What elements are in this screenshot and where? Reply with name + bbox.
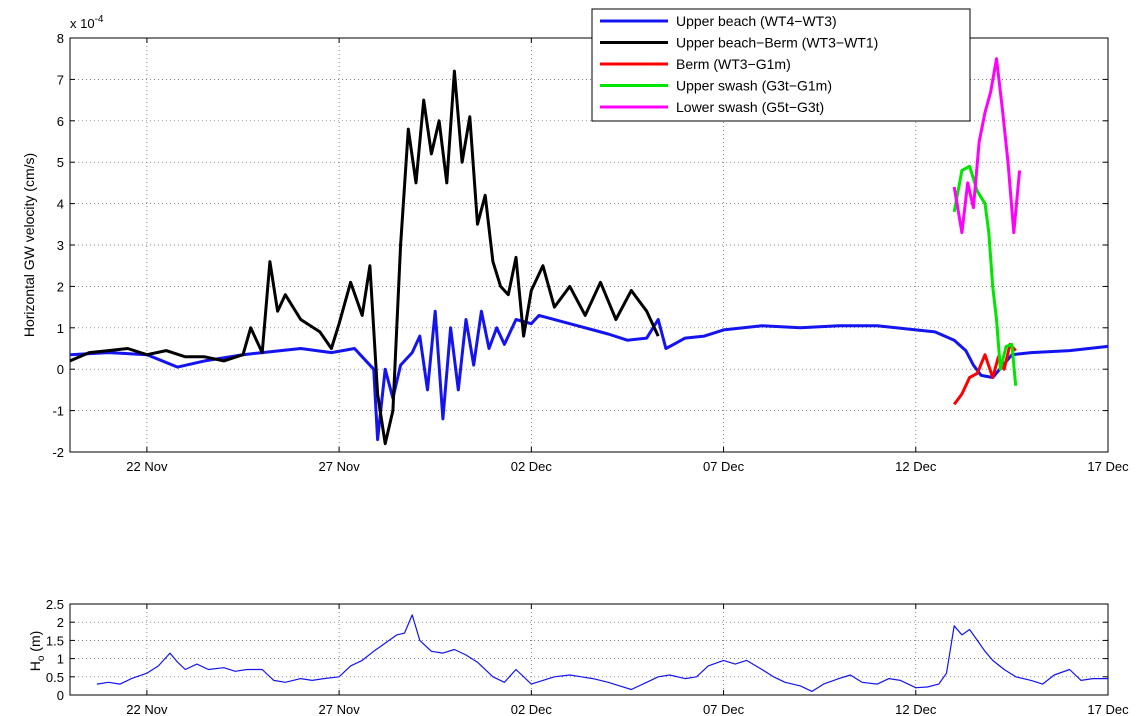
y-tick-label: 1 [57, 321, 64, 336]
y-tick-label: 0 [57, 362, 64, 377]
y-tick-label: 4 [57, 197, 64, 212]
x-tick-label: 17 Dec [1087, 459, 1129, 474]
multiplier-base: x 10 [70, 16, 95, 31]
multiplier-exponent: -4 [95, 14, 104, 25]
y-tick-label: 2.5 [46, 597, 64, 612]
x-tick-label: 27 Nov [319, 702, 361, 716]
legend: Upper beach (WT4−WT3) Upper beach−Berm (W… [591, 8, 971, 122]
ylabel-subscript: o [36, 655, 47, 661]
series-line-3 [952, 164, 1018, 386]
y-tick-label: 7 [57, 72, 64, 87]
x-tick-label: 22 Nov [126, 459, 168, 474]
y-tick-label: 0.5 [46, 670, 64, 685]
legend-label-3: Upper swash (G3t−G1m) [676, 78, 832, 94]
series-line-1 [69, 69, 660, 446]
x-tick-label: 27 Nov [319, 459, 361, 474]
legend-label-2: Berm (WT3−G1m) [676, 56, 791, 72]
ylabel-main: H [27, 661, 43, 671]
y-tick-label: -1 [52, 404, 64, 419]
y-tick-label: 2 [57, 615, 64, 630]
y-tick-label: 5 [57, 155, 64, 170]
y-tick-label: 1.5 [46, 633, 64, 648]
series-line-4 [952, 57, 1022, 235]
y-tick-label: 2 [57, 279, 64, 294]
y-axis-multiplier: x 10-4 [70, 14, 104, 31]
x-tick-label: 12 Dec [895, 702, 937, 716]
y-tick-label: 6 [57, 114, 64, 129]
series-line-0 [69, 309, 1109, 442]
legend-label-4: Lower swash (G5t−G3t) [676, 99, 824, 115]
legend-label-1: Upper beach−Berm (WT3−WT1) [676, 35, 878, 51]
x-tick-label: 22 Nov [126, 702, 168, 716]
series-line-0 [96, 614, 1108, 693]
y-axis-label: Horizontal GW velocity (cm/s) [21, 153, 37, 337]
y-tick-label: 3 [57, 238, 64, 253]
legend-label-0: Upper beach (WT4−WT3) [676, 13, 837, 29]
y-tick-label: 8 [57, 31, 64, 46]
y-tick-label: -2 [52, 445, 64, 460]
x-tick-label: 07 Dec [703, 459, 745, 474]
y-tick-label: 1 [57, 652, 64, 667]
velocity-panel: 22 Nov 27 Nov 02 Dec 07 Dec 12 Dec 17 Dec -2 -1… [21, 8, 1129, 474]
wave-height-panel: 22 Nov 27 Nov 02 Dec 07 Dec 12 Dec 17 Dec 0 0.5… [27, 597, 1129, 716]
x-tick-label: 02 Dec [511, 459, 553, 474]
ylabel-suffix: (m) [27, 631, 43, 656]
plot-area [69, 603, 1109, 696]
x-tick-label: 17 Dec [1087, 702, 1129, 716]
y-axis-label: Ho (m) [27, 631, 47, 672]
y-tick-label: 0 [57, 688, 64, 703]
x-tick-label: 07 Dec [703, 702, 745, 716]
x-tick-label: 02 Dec [511, 702, 553, 716]
series-line-2 [952, 342, 1017, 406]
x-tick-label: 12 Dec [895, 459, 937, 474]
